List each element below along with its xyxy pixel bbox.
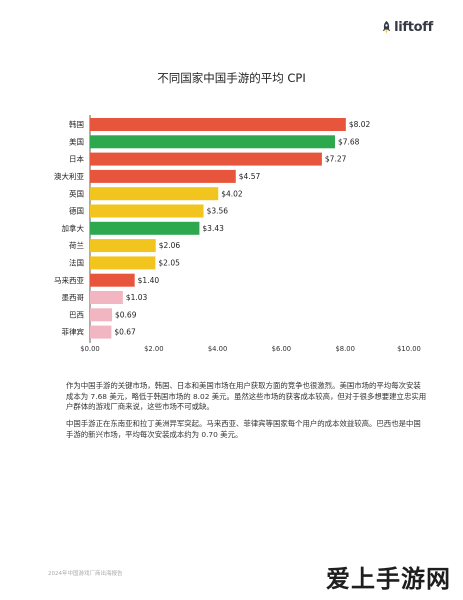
paragraph-emerging-markets: 中国手游正在东南亚和拉丁美洲异军突起。马来西亚、菲律宾等国家每个用户的成本效益较… <box>66 419 421 439</box>
value-label-5: $3.56 <box>207 207 229 216</box>
value-label-10: $1.03 <box>126 293 148 302</box>
category-label-10: 墨西哥 <box>62 293 85 302</box>
value-label-8: $2.05 <box>158 259 180 268</box>
bar-10 <box>90 291 123 304</box>
watermark: 爱上手游网 <box>326 565 451 593</box>
bar-12 <box>90 325 112 339</box>
logo-text: liftoff <box>394 20 433 35</box>
value-label-6: $3.43 <box>202 224 224 233</box>
category-label-3: 澳大利亚 <box>54 171 84 181</box>
category-label-8: 法国 <box>69 258 84 268</box>
bar-11 <box>90 308 113 322</box>
value-label-3: $4.57 <box>239 172 261 181</box>
category-label-11: 巴西 <box>69 310 84 319</box>
value-label-2: $7.27 <box>325 155 347 164</box>
bar-4 <box>90 187 219 201</box>
bar-3 <box>90 169 236 183</box>
bar-6 <box>90 221 200 235</box>
bar-2 <box>90 152 322 166</box>
value-label-9: $1.40 <box>138 276 160 285</box>
category-label-2: 日本 <box>69 154 84 164</box>
category-label-12: 菲律宾 <box>62 327 85 337</box>
category-label-5: 德国 <box>69 206 84 216</box>
bar-8 <box>90 256 156 270</box>
x-tick-label-1: $2.00 <box>144 345 163 353</box>
value-label-7: $2.06 <box>159 241 181 250</box>
x-tick-label-5: $10.00 <box>397 345 421 353</box>
value-label-4: $4.02 <box>221 189 243 198</box>
value-label-12: $0.67 <box>114 328 136 337</box>
paragraph-markets: 作为中国手游的关键市场，韩国、日本和美国市场在用户获取方面的竞争也很激烈。美国市… <box>66 381 427 412</box>
category-label-0: 韩国 <box>69 119 84 129</box>
x-tick-label-4: $8.00 <box>335 345 354 353</box>
bar-7 <box>90 239 156 253</box>
bar-0 <box>90 118 346 131</box>
bar-9 <box>90 273 135 287</box>
bar-5 <box>90 204 204 218</box>
x-tick-label-2: $4.00 <box>208 345 227 353</box>
bar-1 <box>90 135 335 149</box>
chart-title: 不同国家中国手游的平均 CPI <box>157 71 306 85</box>
bar-chart: 韩国 $8.02 美国 $7.68 日本 $7.27 澳大利亚 $4.57 英国 $4.02 德国 $… <box>54 115 421 353</box>
category-label-4: 英国 <box>69 188 84 198</box>
category-label-6: 加拿大 <box>62 223 85 233</box>
value-label-1: $7.68 <box>338 137 360 146</box>
x-tick-label-0: $0.00 <box>80 345 99 353</box>
liftoff-logo: liftoff <box>382 20 433 35</box>
category-label-7: 荷兰 <box>69 240 84 250</box>
x-tick-label-3: $6.00 <box>272 345 291 353</box>
category-label-9: 马来西亚 <box>54 276 84 285</box>
value-label-0: $8.02 <box>349 120 371 129</box>
value-label-11: $0.69 <box>115 310 137 319</box>
footer-note: 2024年中国游戏厂商出海报告 <box>48 571 123 577</box>
rocket-icon <box>382 21 391 34</box>
category-label-1: 美国 <box>69 136 84 146</box>
